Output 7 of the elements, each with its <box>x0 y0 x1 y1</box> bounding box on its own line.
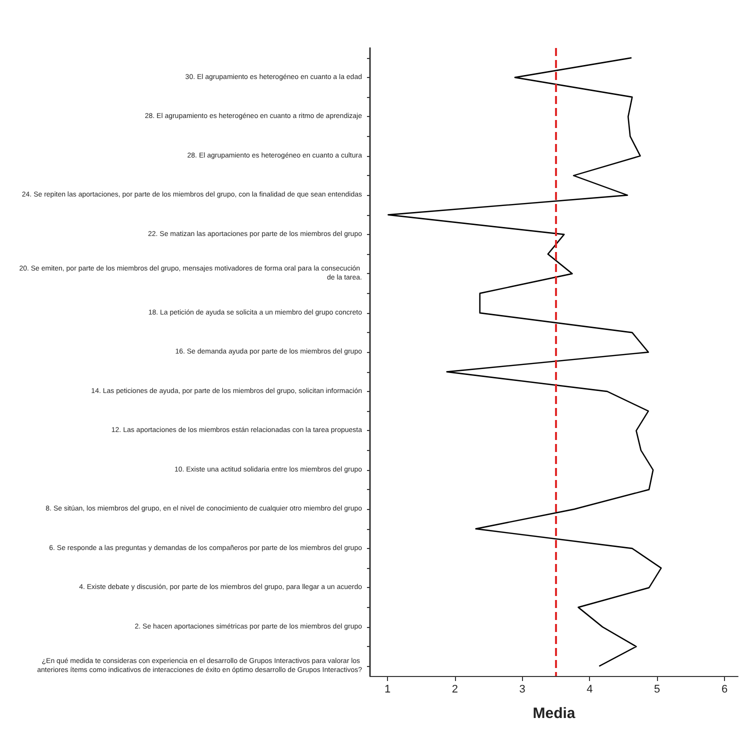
x-tick-label: 5 <box>654 684 660 696</box>
x-axis-title: Media <box>532 705 576 722</box>
x-tick-label: 4 <box>586 684 593 696</box>
x-tick-label: 2 <box>452 684 458 696</box>
x-tick-label: 1 <box>384 684 391 696</box>
x-tick-label: 6 <box>721 684 728 696</box>
x-tick-label: 3 <box>519 684 526 696</box>
